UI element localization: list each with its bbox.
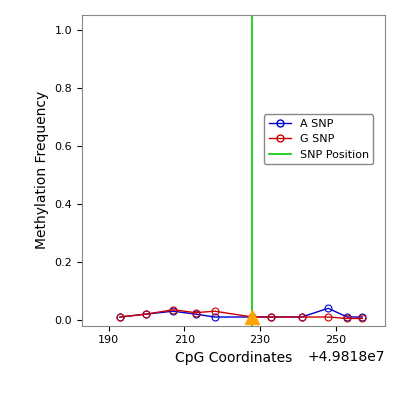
Y-axis label: Methylation Frequency: Methylation Frequency (35, 91, 49, 250)
Legend: A SNP, G SNP, SNP Position: A SNP, G SNP, SNP Position (264, 114, 373, 164)
X-axis label: CpG Coordinates: CpG Coordinates (175, 351, 292, 365)
